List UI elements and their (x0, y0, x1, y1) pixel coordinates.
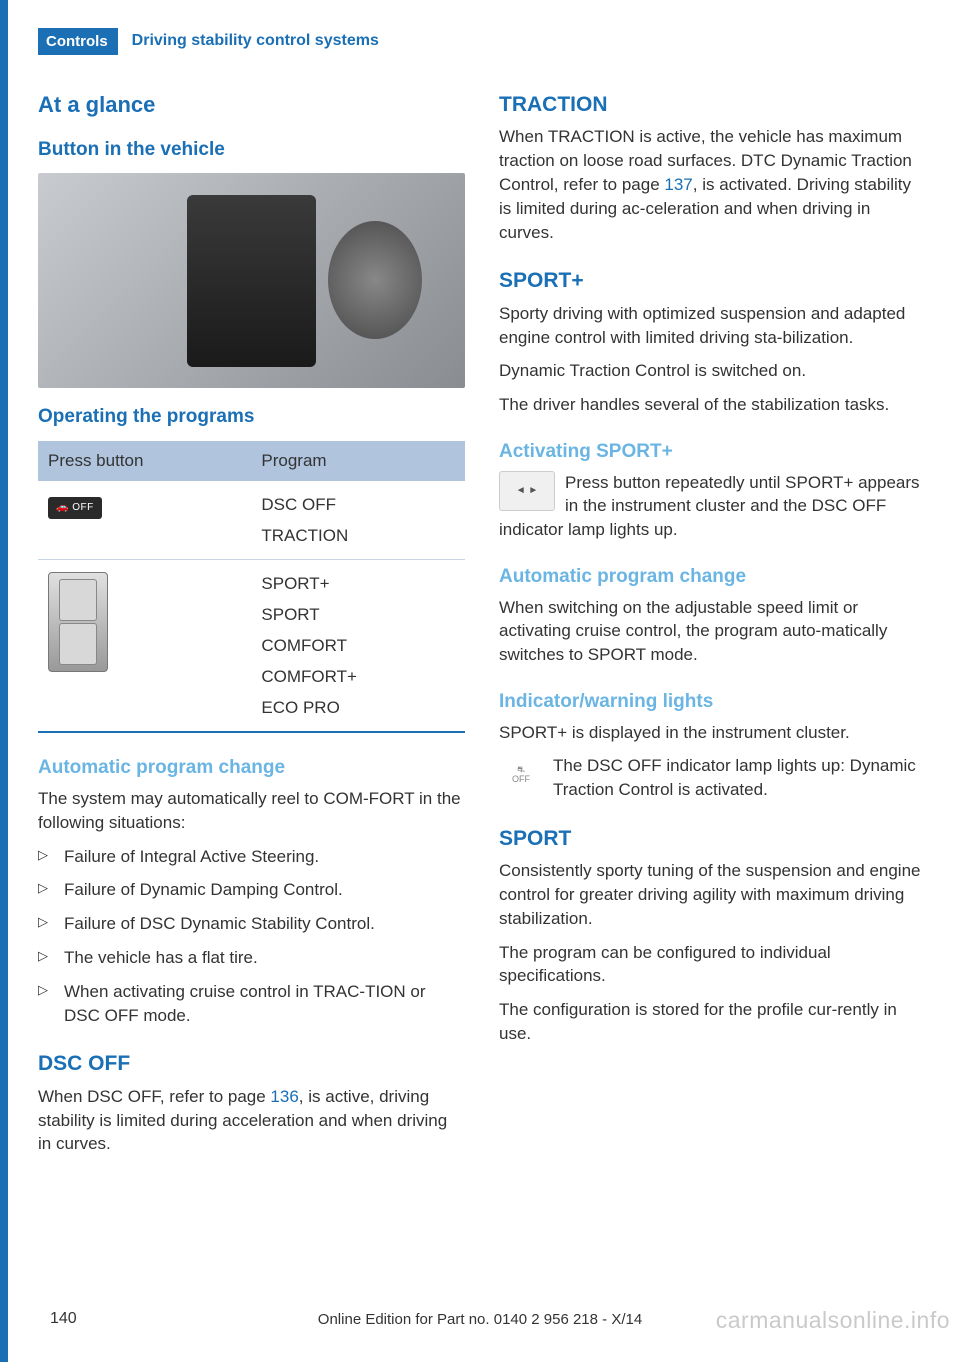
dsc-off-button-icon: 🚗 OFF (48, 497, 102, 519)
traction-text: When TRACTION is active, the vehicle has… (499, 125, 926, 244)
dsc-off-programs-cell: DSC OFF TRACTION (251, 481, 465, 560)
programs-table: Press button Program 🚗 OFF DSC OFF TRACT… (38, 441, 465, 733)
table-header-program: Program (251, 441, 465, 481)
sport-p3: The configuration is stored for the prof… (499, 998, 926, 1046)
activating-sportplus-heading: Activating SPORT+ (499, 439, 926, 466)
program-label: ECO PRO (261, 696, 455, 720)
table-row: 🚗 OFF DSC OFF TRACTION (38, 481, 465, 560)
rocker-programs-cell: SPORT+ SPORT COMFORT COMFORT+ ECO PRO (251, 560, 465, 732)
auto-change-right-text: When switching on the adjustable speed l… (499, 596, 926, 667)
at-a-glance-heading: At a glance (38, 90, 465, 121)
indicator-p1: SPORT+ is displayed in the instrument cl… (499, 721, 926, 745)
table-header-press-button: Press button (38, 441, 251, 481)
sportplus-p1: Sporty driving with optimized suspension… (499, 302, 926, 350)
list-item: Failure of DSC Dynamic Stability Control… (38, 912, 465, 936)
rocker-inline-icon: ◄ ► (499, 471, 555, 511)
content-area: At a glance Button in the vehicle Operat… (38, 90, 926, 1166)
traction-heading: TRACTION (499, 90, 926, 119)
vehicle-button-photo (38, 173, 465, 388)
program-label: TRACTION (261, 524, 455, 548)
sport-p2: The program can be configured to individ… (499, 941, 926, 989)
program-label: DSC OFF (261, 493, 455, 517)
list-item: When activating cruise control in TRAC‐T… (38, 980, 465, 1028)
dsc-off-text: When DSC OFF, refer to page 136, is acti… (38, 1085, 465, 1156)
dsc-off-button-cell: 🚗 OFF (38, 481, 251, 560)
auto-change-intro: The system may automatically reel to COM… (38, 787, 465, 835)
table-row: SPORT+ SPORT COMFORT COMFORT+ ECO PRO (38, 560, 465, 732)
page-reference-link[interactable]: 136 (270, 1087, 298, 1106)
right-column: TRACTION When TRACTION is active, the ve… (499, 90, 926, 1166)
text-span: When DSC OFF, refer to page (38, 1087, 270, 1106)
sport-heading: SPORT (499, 824, 926, 853)
rocker-switch-icon (48, 572, 108, 672)
auto-program-change-heading-right: Automatic program change (499, 564, 926, 591)
activating-block: ◄ ► Press button repeatedly until SPORT+… (499, 471, 926, 542)
indicator-p2: The DSC OFF indicator lamp lights up: Dy… (553, 756, 916, 799)
left-margin-bar (0, 0, 8, 1362)
program-label: COMFORT+ (261, 665, 455, 689)
dsc-off-indicator-icon: ⛐ OFF (499, 754, 543, 796)
list-item: The vehicle has a flat tire. (38, 946, 465, 970)
dsc-off-heading: DSC OFF (38, 1049, 465, 1078)
auto-change-list: Failure of Integral Active Steering. Fai… (38, 845, 465, 1028)
rocker-button-cell (38, 560, 251, 732)
sportplus-p3: The driver handles several of the stabil… (499, 393, 926, 417)
sportplus-p2: Dynamic Traction Control is switched on. (499, 359, 926, 383)
operating-programs-heading: Operating the programs (38, 404, 465, 431)
auto-program-change-heading: Automatic program change (38, 755, 465, 782)
header: Controls Driving stability control syste… (38, 28, 379, 55)
header-tab-controls: Controls (38, 28, 118, 55)
sportplus-heading: SPORT+ (499, 266, 926, 295)
program-label: SPORT+ (261, 572, 455, 596)
watermark: carmanualsonline.info (716, 1304, 950, 1336)
indicator-heading: Indicator/warning lights (499, 689, 926, 716)
list-item: Failure of Integral Active Steering. (38, 845, 465, 869)
program-label: COMFORT (261, 634, 455, 658)
button-in-vehicle-heading: Button in the vehicle (38, 137, 465, 164)
left-column: At a glance Button in the vehicle Operat… (38, 90, 465, 1166)
list-item: Failure of Dynamic Damping Control. (38, 878, 465, 902)
activating-text: Press button repeatedly until SPORT+ app… (499, 473, 920, 540)
page-reference-link[interactable]: 137 (664, 175, 692, 194)
program-label: SPORT (261, 603, 455, 627)
indicator-block: ⛐ OFF The DSC OFF indicator lamp lights … (499, 754, 926, 802)
sport-p1: Consistently sporty tuning of the suspen… (499, 859, 926, 930)
header-section-title: Driving stability control systems (118, 30, 379, 52)
